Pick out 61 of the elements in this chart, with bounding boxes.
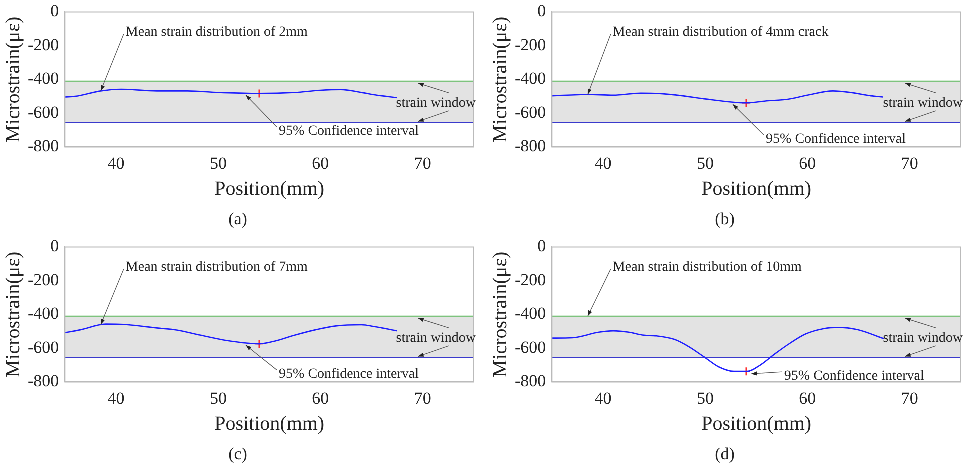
- x-tick-label: 50: [696, 154, 714, 173]
- x-tick-label: 70: [901, 154, 918, 173]
- y-tick-label: 0: [50, 2, 60, 21]
- y-tick-label: -400: [28, 69, 60, 88]
- x-axis-title: Position(mm): [702, 412, 812, 435]
- x-tick-label: 50: [210, 154, 227, 173]
- y-tick-label: 0: [538, 236, 546, 256]
- band-label: strain window: [883, 331, 964, 346]
- annotation: Mean strain distribution of 4mm crack: [612, 25, 829, 40]
- text: (a): [228, 209, 248, 228]
- y-tick-label: -200: [28, 35, 60, 54]
- x-tick-label: 40: [108, 154, 125, 173]
- y-tick-label: 0: [538, 2, 546, 21]
- x-tick-label: 70: [414, 388, 432, 408]
- y-tick-label: -400: [28, 304, 60, 324]
- y-axis-title: Microstrain(με): [2, 16, 24, 143]
- x-tick-label: 60: [799, 388, 816, 408]
- y-axis-title: Microstrain(με): [489, 16, 512, 143]
- y-axis-title: Microstrain(με): [489, 252, 512, 378]
- x-axis-title: Position(mm): [214, 178, 325, 200]
- y-tick-label: -800: [28, 136, 60, 156]
- x-axis-title: Position(mm): [214, 412, 325, 435]
- annotation: Mean strain distribution of 10mm: [612, 260, 802, 276]
- y-tick-label: -200: [514, 270, 546, 290]
- y-tick-label: -200: [514, 35, 546, 54]
- band-label: strain window: [396, 331, 477, 346]
- x-axis-title: Position(mm): [702, 178, 812, 200]
- annotation: 95% Confidence interval: [784, 369, 924, 384]
- y-tick-label: -600: [28, 102, 60, 122]
- y-tick-label: -600: [514, 338, 546, 357]
- text: (d): [715, 444, 735, 464]
- x-tick-label: 50: [210, 388, 227, 408]
- annotation: 95% Confidence interval: [279, 124, 420, 140]
- x-tick-label: 40: [594, 388, 612, 408]
- annotation: Mean strain distribution of 7mm: [126, 260, 308, 276]
- y-axis-title: Microstrain(με): [2, 252, 24, 378]
- y-tick-label: -800: [514, 372, 546, 391]
- x-tick-label: 70: [901, 388, 918, 408]
- x-tick-label: 70: [414, 154, 432, 173]
- text: (b): [715, 209, 735, 228]
- x-tick-label: 40: [108, 388, 125, 408]
- y-tick-label: -800: [514, 136, 546, 156]
- x-tick-label: 60: [312, 154, 330, 173]
- y-tick-label: -400: [514, 69, 546, 88]
- x-tick-label: 60: [799, 154, 816, 173]
- band-label: strain window: [883, 96, 964, 112]
- text: (c): [228, 444, 248, 464]
- y-tick-label: 0: [50, 236, 60, 256]
- x-tick-label: 50: [696, 388, 714, 408]
- x-tick-label: 40: [594, 154, 612, 173]
- annotation: 95% Confidence interval: [766, 132, 906, 148]
- x-tick-label: 60: [312, 388, 330, 408]
- annotation: 95% Confidence interval: [279, 367, 420, 382]
- annotation: Mean strain distribution of 2mm: [126, 25, 308, 40]
- y-tick-label: -200: [28, 270, 60, 290]
- band-label: strain window: [396, 96, 477, 112]
- y-tick-label: -400: [514, 304, 546, 324]
- y-tick-label: -600: [514, 102, 546, 122]
- y-tick-label: -600: [28, 338, 60, 357]
- y-tick-label: -800: [28, 372, 60, 391]
- line-series: [65, 324, 398, 345]
